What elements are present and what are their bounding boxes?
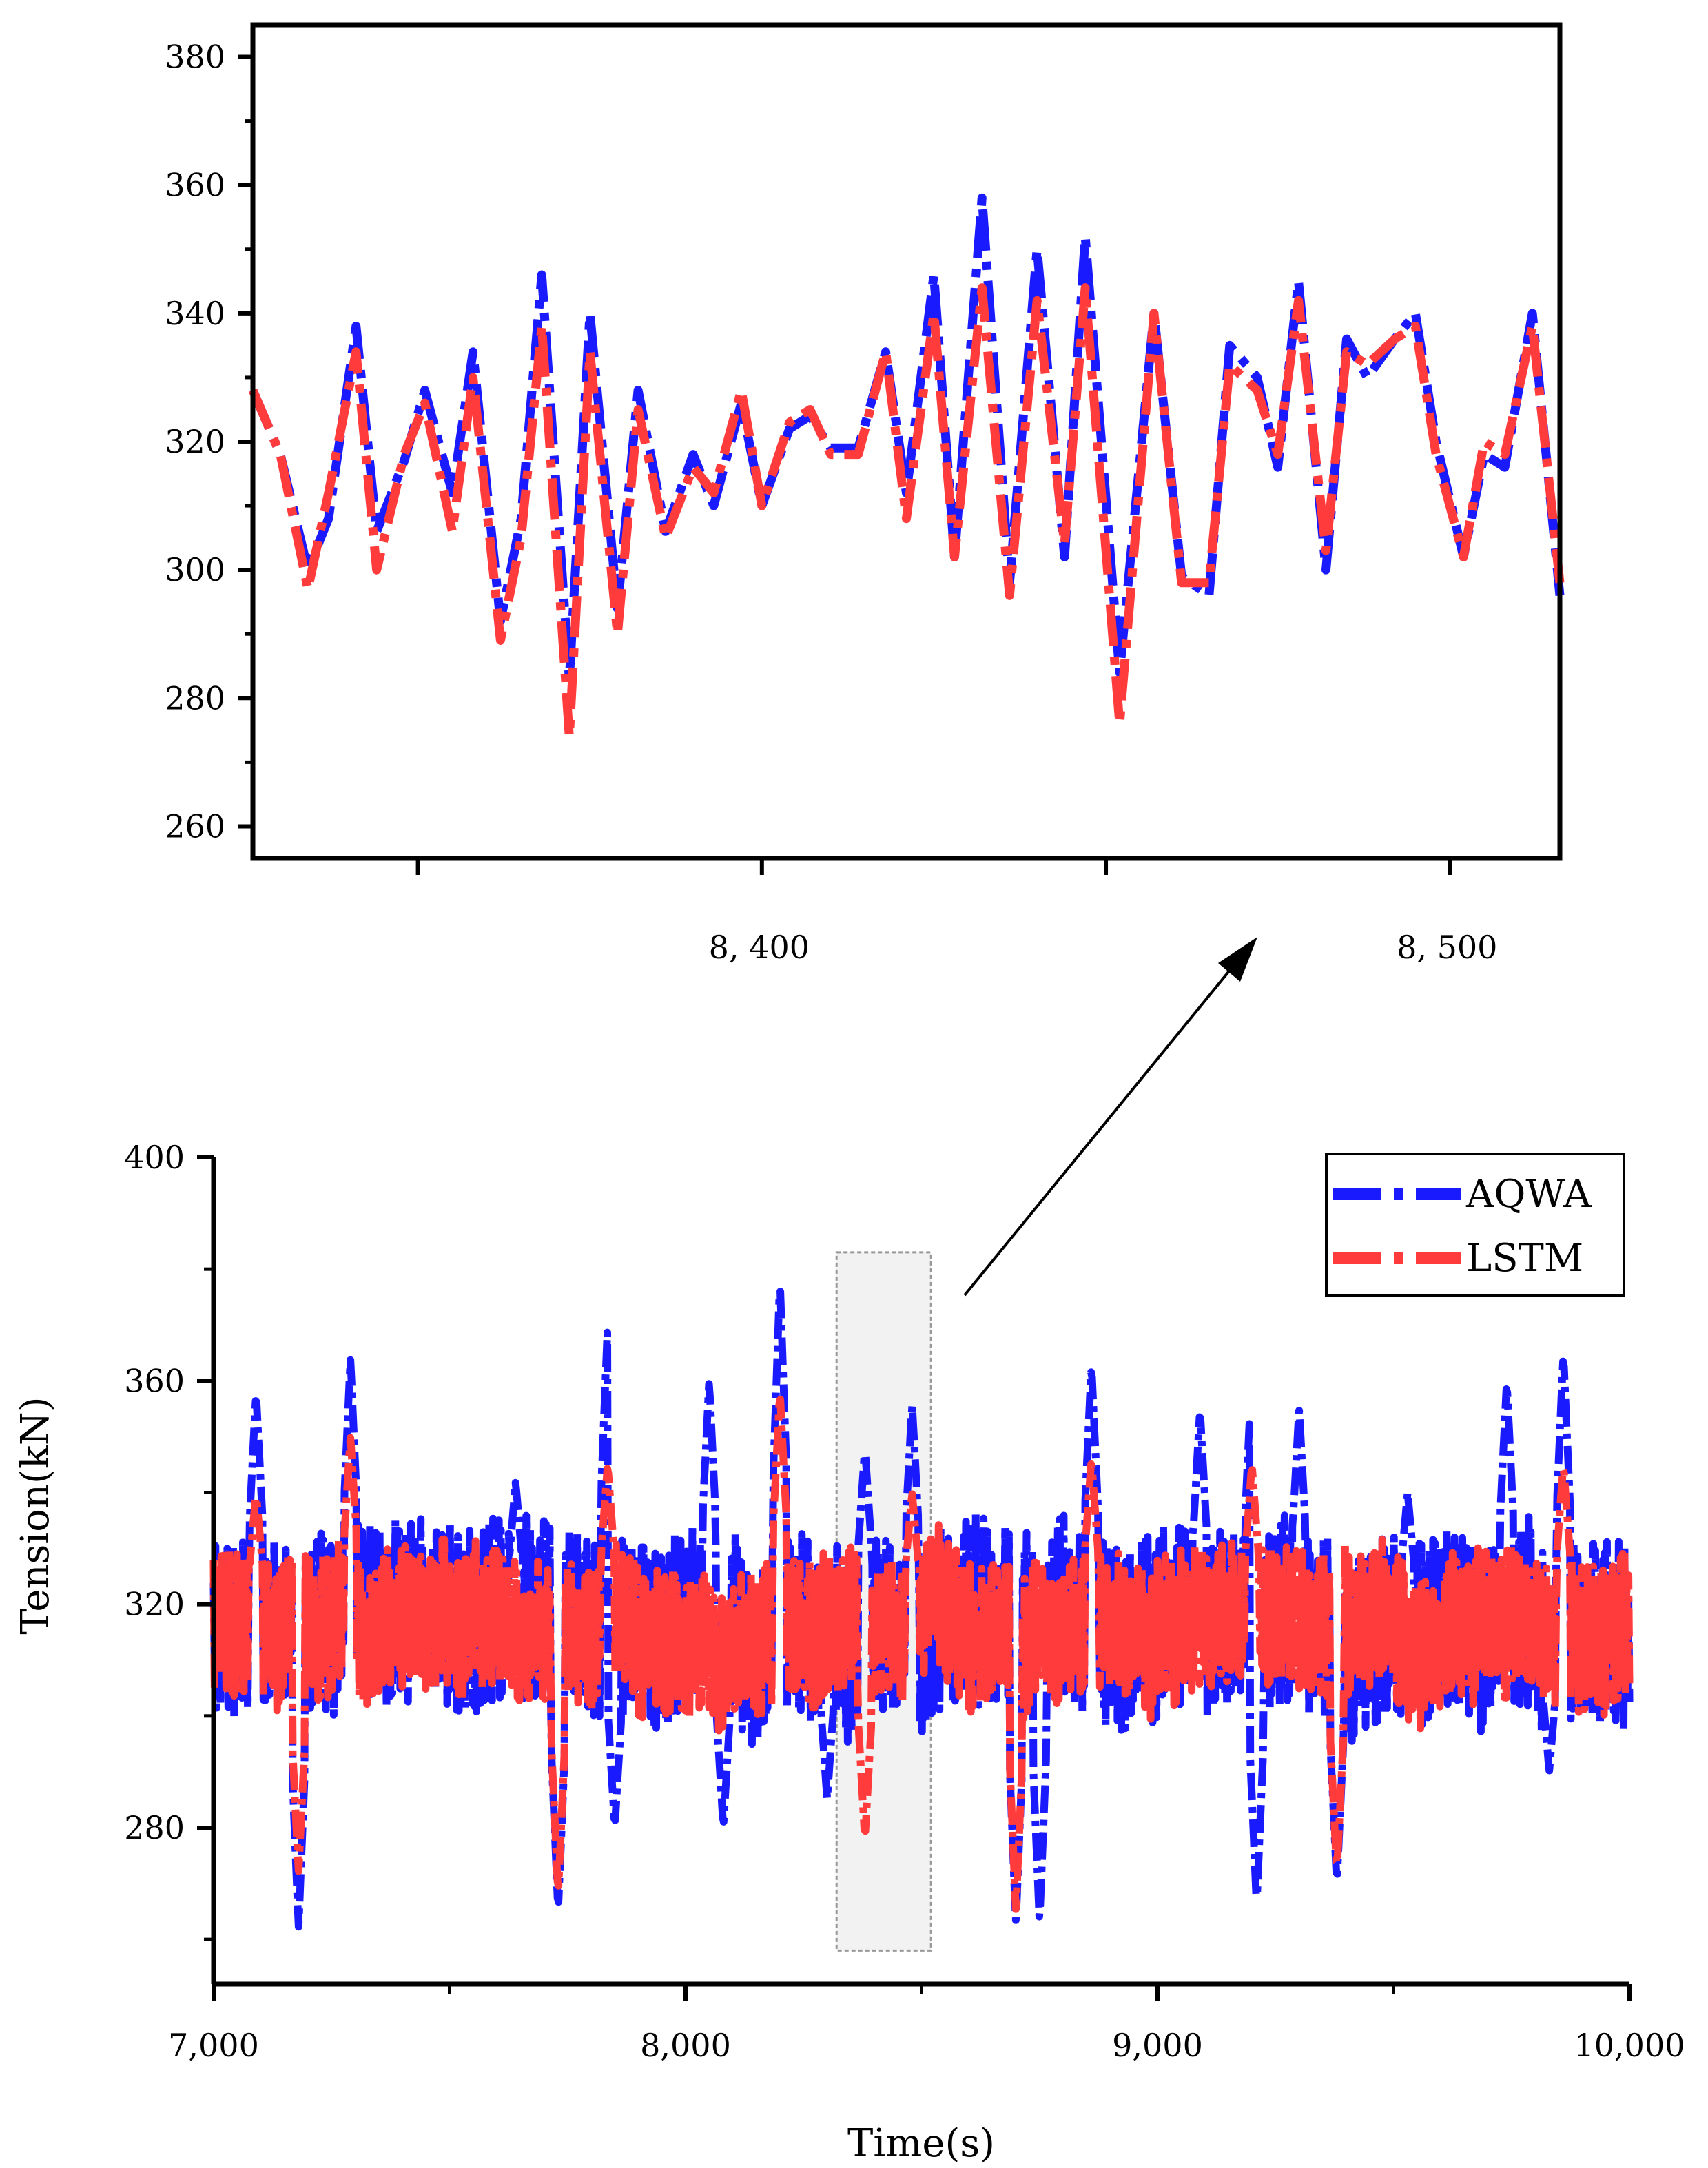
main-x-tick-label: 9,000 — [1112, 2027, 1203, 2064]
inset-y-tick-label: 380 — [165, 39, 225, 76]
inset-y-tick-label: 360 — [165, 167, 225, 204]
main-series-group — [209, 1288, 1634, 1931]
main-x-axis: 7,000 8,000 9,000 10,000 — [168, 1984, 1685, 2064]
inset-chart: 260 280 300 320 340 360 380 8, 400 8, 500 — [165, 22, 1565, 966]
legend-label-aqwa: AQWA — [1465, 1172, 1592, 1217]
zoom-arrow — [963, 937, 1257, 1297]
inset-y-tick-label: 340 — [165, 295, 225, 332]
inset-x-tick-label: 8, 500 — [1397, 929, 1497, 966]
main-y-tick-label: 320 — [124, 1586, 185, 1623]
main-y-tick-label: 360 — [124, 1362, 185, 1399]
main-series-line-lstm — [209, 1396, 1634, 1913]
inset-y-axis: 260 280 300 320 340 360 380 — [165, 39, 253, 845]
inset-plot-frame — [250, 22, 1563, 861]
inset-series-line-aqwa — [249, 193, 1565, 683]
inset-y-tick-label: 320 — [165, 423, 225, 460]
legend-box — [1325, 1153, 1625, 1297]
inset-y-tick-label: 300 — [165, 551, 225, 588]
main-y-axis: 280 320 360 400 — [124, 1139, 214, 1941]
main-chart: 280 320 360 400 7,000 8,000 9,000 10,000 Time(… — [13, 1139, 1685, 2166]
x-axis-title: Time(s) — [847, 2121, 995, 2166]
main-x-tick-label: 8,000 — [640, 2027, 731, 2064]
main-x-tick-label: 7,000 — [168, 2027, 259, 2064]
inset-y-tick-label: 260 — [165, 807, 225, 845]
inset-x-tick-label: 8, 400 — [709, 929, 810, 966]
inset-y-tick-label: 280 — [165, 679, 225, 716]
main-y-tick-label: 400 — [124, 1139, 185, 1176]
inset-x-axis: 8, 400 8, 500 — [415, 858, 1497, 966]
main-x-tick-label: 10,000 — [1574, 2027, 1685, 2064]
legend: AQWA LSTM — [1325, 1153, 1625, 1297]
inset-series-group — [249, 193, 1565, 741]
legend-label-lstm: LSTM — [1466, 1236, 1583, 1281]
inset-series-line-lstm — [249, 283, 1565, 741]
y-axis-title: Tension(kN) — [13, 1396, 58, 1634]
main-y-tick-label: 280 — [124, 1809, 185, 1846]
